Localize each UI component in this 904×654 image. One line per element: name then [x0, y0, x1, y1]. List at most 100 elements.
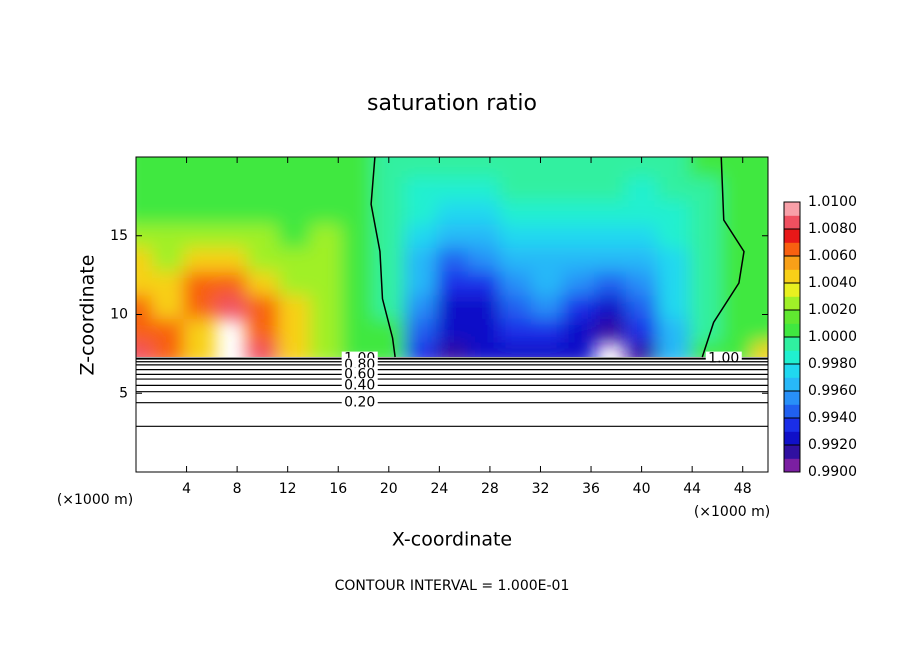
field-cell	[562, 176, 595, 201]
contour-label-bg	[341, 378, 378, 393]
field-cell	[657, 223, 690, 249]
field-cell	[151, 176, 184, 201]
field-cell	[625, 247, 658, 272]
x-tick-label: 40	[633, 481, 651, 497]
field-cell	[183, 342, 216, 357]
field-cell	[436, 271, 469, 296]
field-cell	[183, 200, 216, 225]
field-cell	[499, 200, 532, 225]
colorbar-swatch	[784, 310, 800, 324]
field-cell	[309, 200, 342, 225]
field-cell	[752, 176, 768, 201]
colorbar-label: 0.9900	[808, 464, 857, 480]
field-cell	[499, 318, 532, 343]
field-cell	[594, 271, 627, 296]
field-cell	[752, 157, 768, 178]
field-cell	[752, 223, 768, 249]
field-cell	[404, 157, 437, 178]
field-cell	[625, 271, 658, 296]
x-tick-label: 24	[430, 481, 448, 497]
colorbar-swatch	[784, 458, 800, 473]
colorbar-swatch	[784, 202, 800, 216]
field-cell	[720, 294, 753, 319]
field-cell	[562, 223, 595, 249]
field-cell	[246, 247, 279, 272]
field-cell	[404, 271, 437, 296]
field-cell	[151, 294, 184, 319]
field-cell	[136, 247, 153, 272]
field-cell	[215, 247, 248, 272]
field-cell	[151, 157, 184, 178]
field-cell	[278, 318, 311, 343]
y-unit: (×1000 m)	[57, 492, 133, 508]
contour-label: 0.60	[344, 366, 375, 382]
field-cell	[467, 176, 500, 201]
colorbar-swatch	[784, 296, 800, 311]
field-cell	[689, 200, 722, 225]
colorbar-label: 1.0080	[808, 221, 857, 237]
field-cell	[278, 342, 311, 357]
field-cell	[562, 271, 595, 296]
field-cell	[278, 176, 311, 201]
y-tick-label: 10	[110, 307, 128, 323]
field-cell	[436, 294, 469, 319]
contour-label-bg	[341, 395, 378, 410]
field-cell	[720, 157, 753, 178]
field-cell	[436, 342, 469, 357]
field-cell	[309, 247, 342, 272]
field-cell	[436, 318, 469, 343]
field-cell	[246, 200, 279, 225]
colorbar-swatch	[784, 431, 800, 446]
colorbar-swatch	[784, 215, 800, 230]
field-cell	[215, 200, 248, 225]
field-cell	[657, 294, 690, 319]
field-cell	[594, 318, 627, 343]
field-cell	[720, 223, 753, 249]
x-tick-label: 16	[329, 481, 347, 497]
field-cell	[373, 271, 406, 296]
field-cell	[657, 157, 690, 178]
field-cell	[657, 247, 690, 272]
colorbar-swatch	[784, 337, 800, 351]
field-cell	[562, 247, 595, 272]
y-tick-label: 5	[119, 385, 128, 401]
field-cell	[215, 223, 248, 249]
field-cell	[151, 318, 184, 343]
x-tick-label: 44	[683, 481, 701, 497]
field-cell	[215, 176, 248, 201]
field-cell	[151, 200, 184, 225]
field-cell	[215, 294, 248, 319]
field-cell	[404, 223, 437, 249]
field-cell	[594, 176, 627, 201]
field-cell	[136, 200, 153, 225]
field-cell	[151, 342, 184, 357]
field-cell	[531, 157, 564, 178]
field-cell	[404, 200, 437, 225]
field-cell	[136, 176, 153, 201]
field-cell	[436, 157, 469, 178]
field-cell	[531, 318, 564, 343]
contour-label: 0.40	[344, 377, 375, 393]
field-cell	[720, 247, 753, 272]
field-cell	[136, 318, 153, 343]
x-unit: (×1000 m)	[694, 504, 770, 520]
field-cell	[404, 294, 437, 319]
field-cell	[499, 157, 532, 178]
field-cell	[752, 318, 768, 343]
field-cell	[183, 176, 216, 201]
field-cell	[278, 200, 311, 225]
field-cell	[657, 342, 690, 357]
x-tick-label: 4	[182, 481, 191, 497]
colorbar-swatch	[784, 445, 800, 459]
colorbar-swatch	[784, 391, 800, 405]
field-cell	[720, 271, 753, 296]
field-cell	[183, 294, 216, 319]
field-cell	[752, 271, 768, 296]
field-cell	[531, 342, 564, 357]
field-cell	[752, 294, 768, 319]
y-tick-label: 15	[110, 228, 128, 244]
colorbar-label: 1.0020	[808, 302, 857, 318]
field-cell	[309, 342, 342, 357]
colorbar-swatch	[784, 418, 800, 432]
